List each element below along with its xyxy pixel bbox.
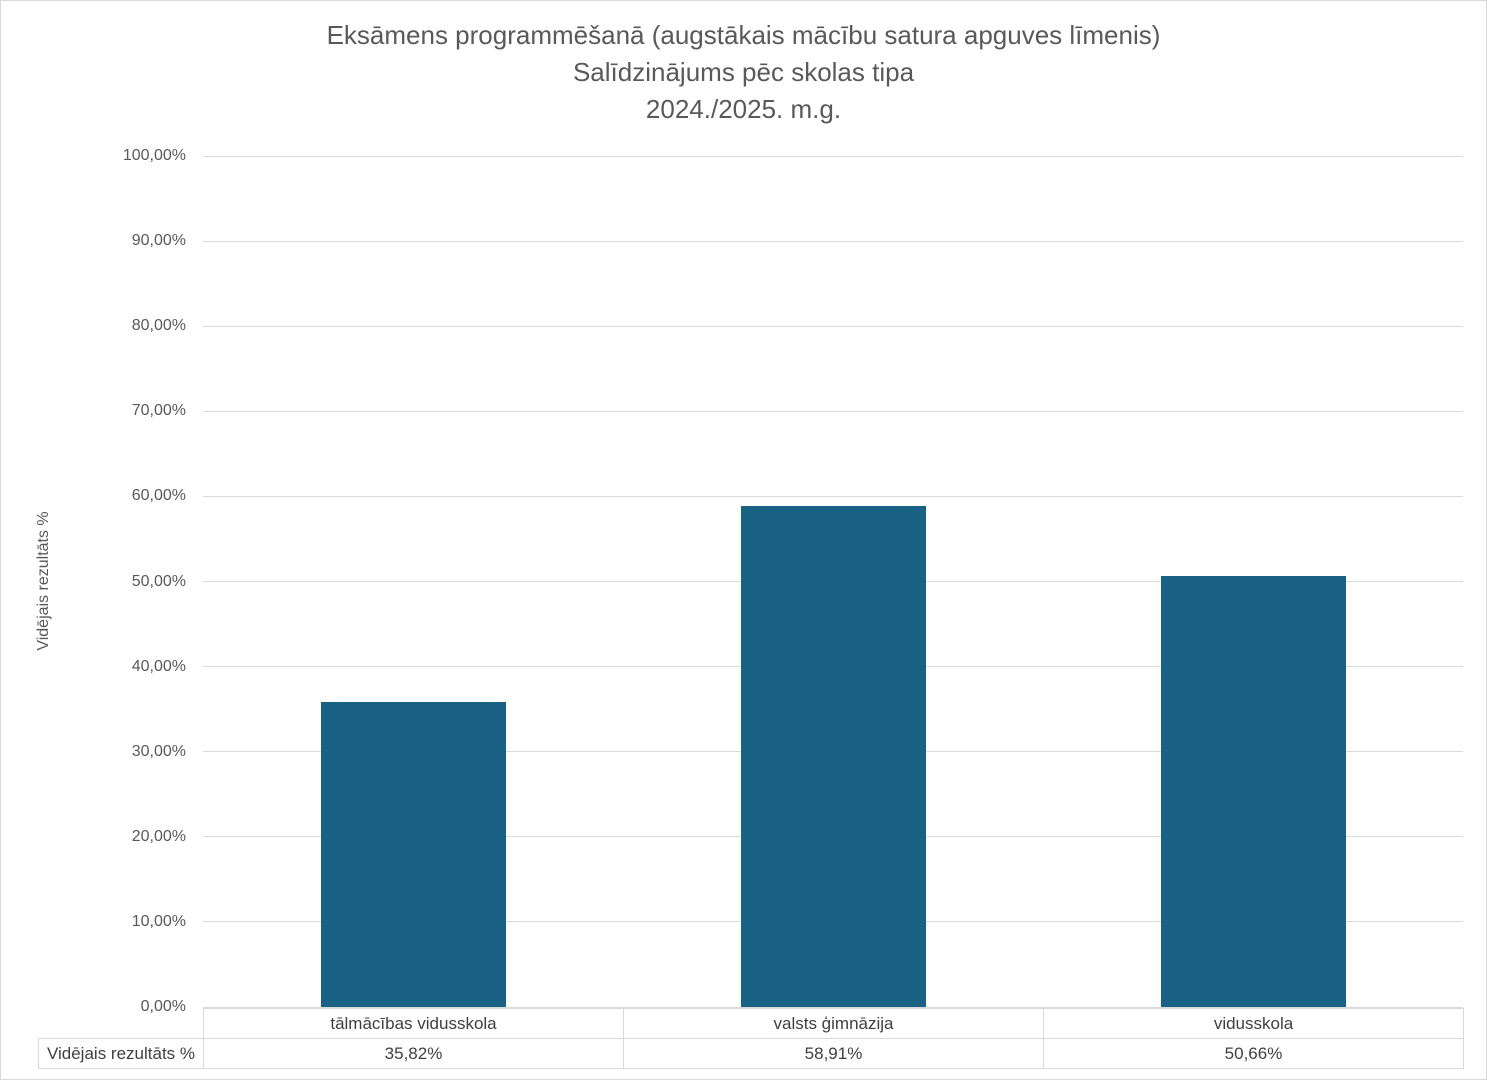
y-tick-label-20: 20,00% bbox=[131, 827, 186, 845]
y-tick-label-90: 90,00% bbox=[131, 232, 186, 250]
table-row-header: Vidējais rezultāts % bbox=[38, 1038, 204, 1069]
table-value-cell-2: 58,91% bbox=[623, 1038, 1044, 1069]
bar-valsts ģimnāzija bbox=[740, 505, 926, 1007]
chart-title-line-1: Eksāmens programmēšanā (augstākais mācīb… bbox=[326, 20, 1161, 50]
chart-title-line-2: Salīdzinājums pēc skolas tipa bbox=[572, 57, 915, 87]
chart-title-line-3: 2024./2025. m.g. bbox=[645, 94, 842, 124]
table-category-cell-1: tālmācības vidusskola bbox=[203, 1008, 624, 1040]
y-tick-label-30: 30,00% bbox=[131, 742, 186, 760]
y-tick-label-50: 50,00% bbox=[131, 572, 186, 590]
y-tick-label-40: 40,00% bbox=[131, 657, 186, 675]
gridline-70 bbox=[203, 410, 1463, 412]
gridline-90 bbox=[203, 240, 1463, 242]
bar-tālmācības vidusskola bbox=[320, 702, 506, 1007]
gridline-80 bbox=[203, 325, 1463, 327]
gridline-100 bbox=[203, 155, 1463, 157]
table-category-cell-2: valsts ģimnāzija bbox=[623, 1008, 1044, 1040]
y-tick-label-10: 10,00% bbox=[131, 912, 186, 930]
y-tick-label-0: 0,00% bbox=[140, 998, 186, 1015]
gridline-0 bbox=[203, 1006, 1463, 1008]
gridline-60 bbox=[203, 495, 1463, 497]
y-tick-label-60: 60,00% bbox=[131, 487, 186, 505]
y-tick-label-80: 80,00% bbox=[131, 317, 186, 335]
table-value-cell-1: 35,82% bbox=[203, 1038, 624, 1069]
y-tick-label-70: 70,00% bbox=[131, 402, 186, 420]
y-tick-label-100: 100,00% bbox=[122, 147, 186, 164]
chart-title: Eksāmens programmēšanā (augstākais mācīb… bbox=[1, 17, 1486, 128]
table-category-cell-3: vidusskola bbox=[1043, 1008, 1464, 1040]
table-value-cell-3: 50,66% bbox=[1043, 1038, 1464, 1069]
bar-vidusskola bbox=[1160, 575, 1346, 1007]
plot-area bbox=[203, 155, 1463, 1008]
